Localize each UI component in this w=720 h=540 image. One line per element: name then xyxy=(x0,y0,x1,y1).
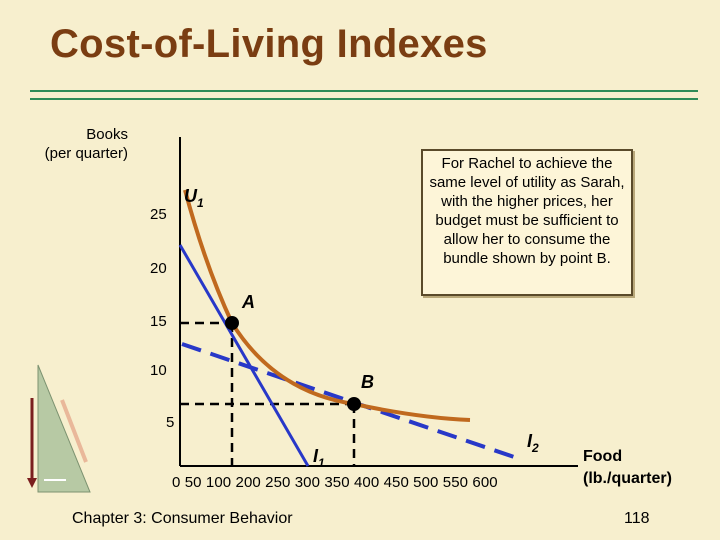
x-tick-label: 500 xyxy=(413,474,439,491)
footer-chapter: Chapter 3: Consumer Behavior xyxy=(72,510,293,527)
y-tick-label: 10 xyxy=(150,362,167,379)
y-tick-label: 5 xyxy=(166,414,175,431)
x-tick-label: 100 xyxy=(205,474,232,491)
x-tick-label: 300 xyxy=(294,474,321,491)
x-tick-label: 550 xyxy=(442,474,469,491)
slide-title: Cost-of-Living Indexes xyxy=(50,22,488,66)
y-axis-label-text: Books (per quarter) xyxy=(44,126,128,162)
x-tick-label: 400 xyxy=(353,474,380,491)
point-label-b: B xyxy=(361,372,374,392)
point-label-a: A xyxy=(241,292,255,312)
triangle-decoration xyxy=(37,364,91,493)
curve-label-u1: U1 xyxy=(184,186,204,210)
x-axis-label-text: Food (lb./quarter) xyxy=(583,448,672,487)
budget-line-i1 xyxy=(178,244,310,467)
x-axis-label: Food (lb./quarter) xyxy=(583,446,693,490)
x-tick-label: 600 xyxy=(472,474,498,491)
annotation-box: For Rachel to achieve the same level of … xyxy=(421,149,633,296)
y-tick-label: 20 xyxy=(150,260,167,277)
down-arrow-head-icon xyxy=(27,478,37,488)
x-tick-label: 350 xyxy=(324,474,350,491)
budget-label-i1: I1 xyxy=(313,446,325,470)
x-tick-label: 450 xyxy=(383,474,409,491)
x-tick-label: 250 xyxy=(265,474,291,491)
y-tick-label: 25 xyxy=(150,206,167,223)
title-rule xyxy=(30,90,698,100)
budget-label-i2: I2 xyxy=(527,431,539,455)
point-a xyxy=(225,316,239,330)
nav-decoration xyxy=(27,364,91,493)
point-b xyxy=(347,397,361,411)
x-tick-label: 50 xyxy=(184,474,202,491)
x-tick-labels: 0 50 100 200 250 300 350 400 450 500 550… xyxy=(172,474,498,491)
decor-stroke xyxy=(60,399,88,463)
page-number: 118 xyxy=(624,510,650,527)
x-tick-label: 200 xyxy=(235,474,261,491)
y-axis-label: Books (per quarter) xyxy=(28,125,128,163)
annotation-text: For Rachel to achieve the same level of … xyxy=(429,155,625,267)
indifference-curve-u1 xyxy=(183,189,471,422)
y-tick-label: 15 xyxy=(150,313,167,330)
x-tick-label: 0 xyxy=(172,474,181,491)
